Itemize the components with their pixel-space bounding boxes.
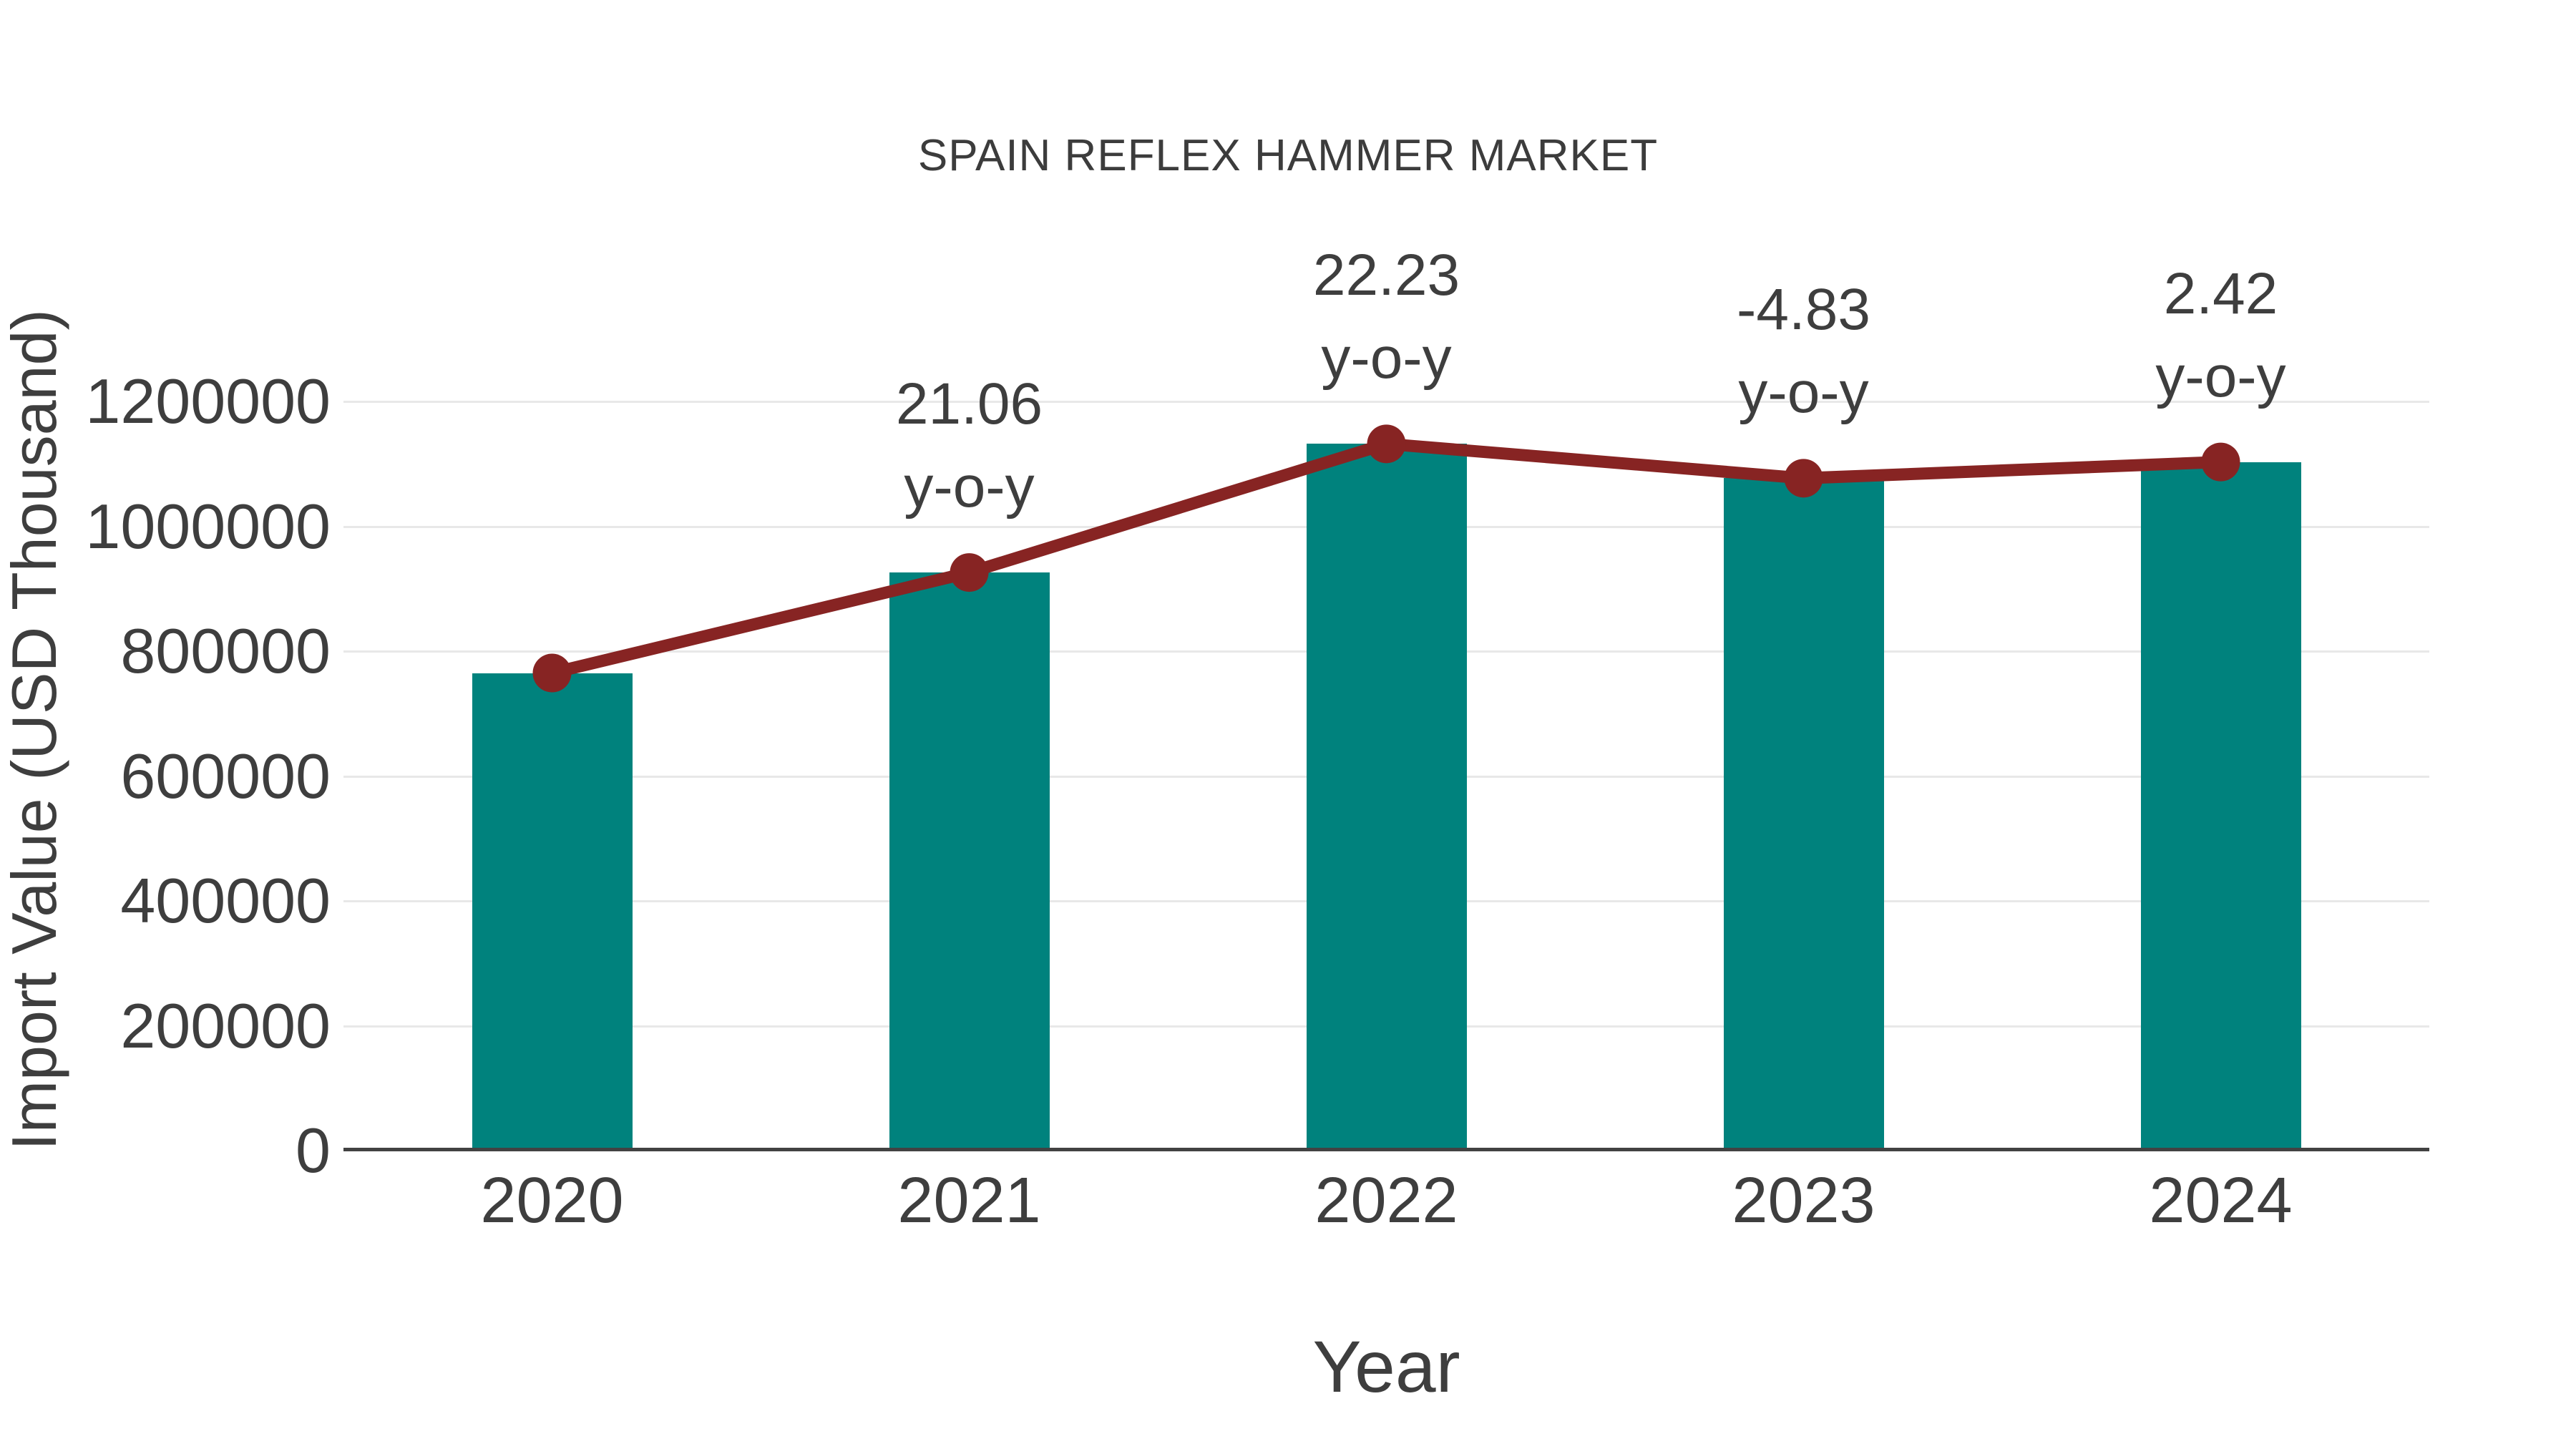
- bar-2021: [889, 572, 1050, 1151]
- x-tick-label-2022: 2022: [1314, 1165, 1458, 1236]
- bar-2024: [2140, 462, 2301, 1151]
- yoy-annotation-2023: -4.83 y-o-y: [1589, 268, 2019, 434]
- yoy-value: 21.06: [895, 371, 1043, 437]
- yoy-annotation-2021: 21.06 y-o-y: [755, 363, 1184, 529]
- y-tick-label-1200000: 1200000: [85, 366, 331, 436]
- x-tick-label-2024: 2024: [2149, 1165, 2293, 1236]
- yoy-annotation-2024: 2.42 y-o-y: [2006, 253, 2436, 419]
- y-tick-label-800000: 800000: [120, 615, 331, 686]
- x-tick-label-2023: 2023: [1732, 1165, 1875, 1236]
- y-tick-label-400000: 400000: [120, 865, 331, 936]
- yoy-suffix: y-o-y: [1738, 360, 1869, 426]
- y-tick-label-600000: 600000: [120, 740, 331, 811]
- x-axis-title: Year: [1312, 1326, 1460, 1407]
- bar-2020: [472, 673, 633, 1151]
- yoy-suffix: y-o-y: [904, 454, 1035, 520]
- trend-marker-2020: [532, 653, 572, 693]
- yoy-suffix: y-o-y: [2155, 343, 2286, 409]
- x-tick-label-2021: 2021: [897, 1165, 1041, 1236]
- x-tick-label-2020: 2020: [480, 1165, 624, 1236]
- y-tick-label-200000: 200000: [120, 990, 331, 1061]
- yoy-value: -4.83: [1737, 277, 1870, 343]
- yoy-suffix: y-o-y: [1321, 326, 1452, 391]
- bar-2022: [1306, 444, 1467, 1151]
- x-axis-line: [343, 1148, 2429, 1151]
- y-tick-label-1000000: 1000000: [85, 490, 331, 562]
- trend-marker-2022: [1367, 424, 1406, 464]
- y-tick-label-0: 0: [296, 1115, 331, 1186]
- yoy-annotation-2022: 22.23 y-o-y: [1172, 234, 1601, 400]
- chart-title: SPAIN REFLEX HAMMER MARKET: [917, 131, 1659, 180]
- gridline-1200000: [343, 401, 2429, 403]
- yoy-value: 2.42: [2163, 260, 2278, 326]
- trend-marker-2024: [2201, 442, 2240, 482]
- trend-marker-2023: [1784, 459, 1823, 498]
- bar-2023: [1723, 478, 1884, 1151]
- yoy-value: 22.23: [1312, 243, 1460, 308]
- trend-marker-2021: [950, 553, 989, 592]
